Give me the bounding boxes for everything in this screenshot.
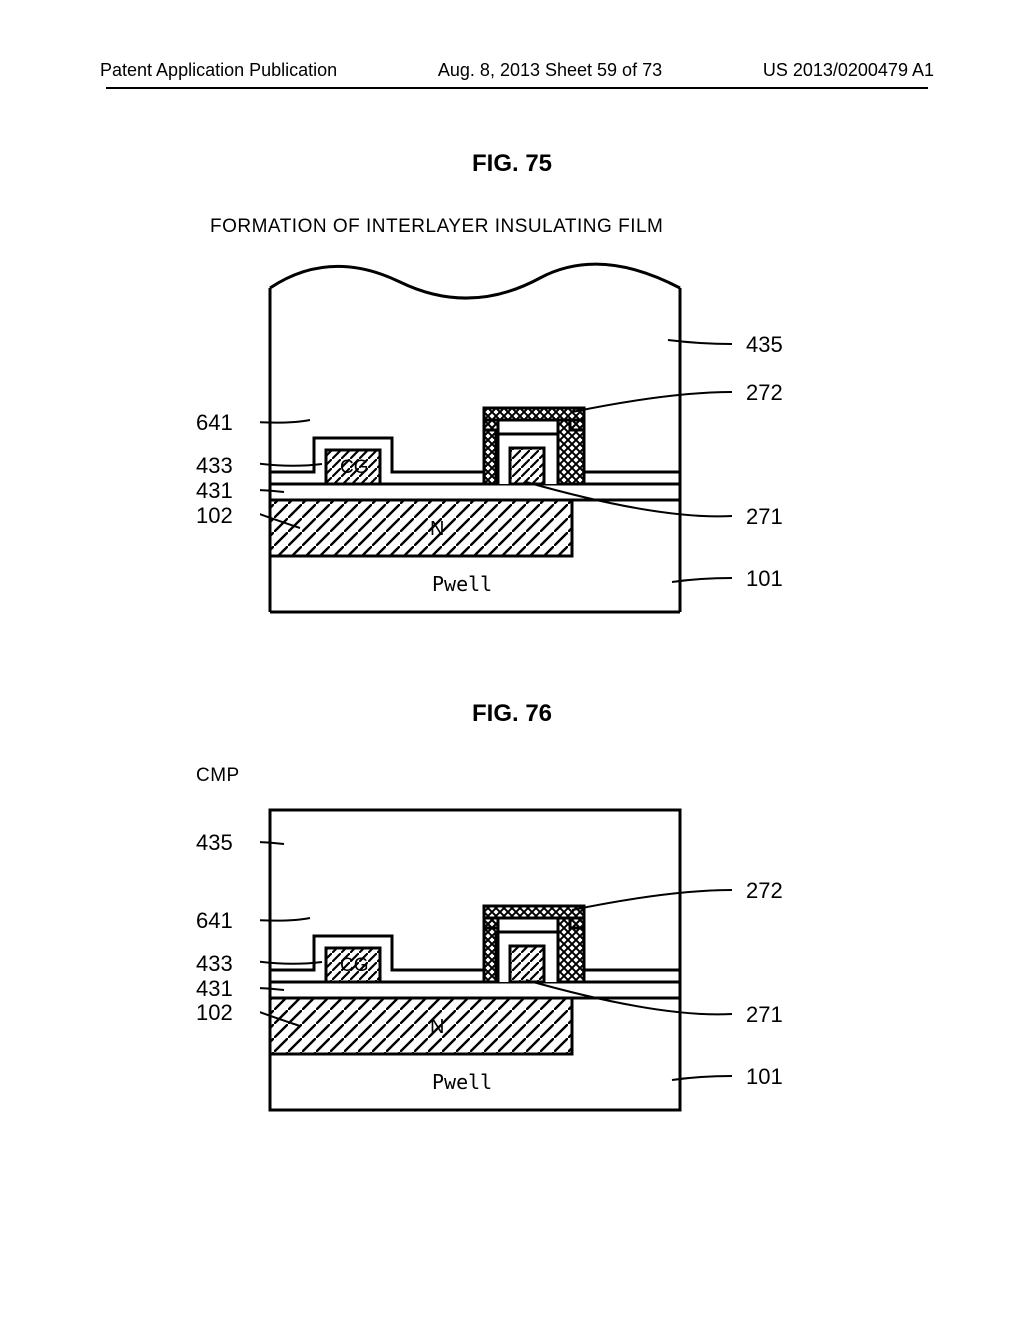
- page-header: Patent Application Publication Aug. 8, 2…: [0, 60, 1024, 89]
- fig75-label-102: 102: [196, 503, 233, 529]
- fig75-label-101: 101: [746, 566, 783, 592]
- fig76-title: FIG. 76: [0, 700, 1024, 728]
- fig75-label-433: 433: [196, 453, 233, 479]
- fig76-label-641: 641: [196, 908, 233, 934]
- fig75-label-271: 271: [746, 504, 783, 530]
- fig75-label-pwell: Pwell: [432, 572, 492, 596]
- fig76-caption: CMP: [196, 765, 240, 787]
- header-divider: [106, 87, 928, 89]
- fig76-label-272: 272: [746, 878, 783, 904]
- fig76-label-433: 433: [196, 951, 233, 977]
- fig76-label-435: 435: [196, 830, 233, 856]
- fig76-label-n: N: [430, 1016, 444, 1039]
- fig76-label-cg: CG: [340, 955, 369, 977]
- fig75-diagram: [260, 252, 760, 627]
- fig76-label-102: 102: [196, 1000, 233, 1026]
- header-center: Aug. 8, 2013 Sheet 59 of 73: [438, 60, 662, 81]
- fig76-diagram: [260, 800, 760, 1125]
- fig76-label-101: 101: [746, 1064, 783, 1090]
- fig76-label-431: 431: [196, 976, 233, 1002]
- fig75-label-431: 431: [196, 478, 233, 504]
- header-left: Patent Application Publication: [100, 60, 337, 81]
- header-right: US 2013/0200479 A1: [763, 60, 934, 81]
- fig76-label-271: 271: [746, 1002, 783, 1028]
- fig75-label-435: 435: [746, 332, 783, 358]
- fig75-label-272: 272: [746, 380, 783, 406]
- fig76-label-pwell: Pwell: [432, 1070, 492, 1094]
- fig75-label-641: 641: [196, 410, 233, 436]
- fig75-caption: FORMATION OF INTERLAYER INSULATING FILM: [210, 216, 663, 238]
- fig75-label-cg: CG: [340, 457, 369, 479]
- fig75-label-n: N: [430, 518, 444, 541]
- fig75-title: FIG. 75: [0, 150, 1024, 178]
